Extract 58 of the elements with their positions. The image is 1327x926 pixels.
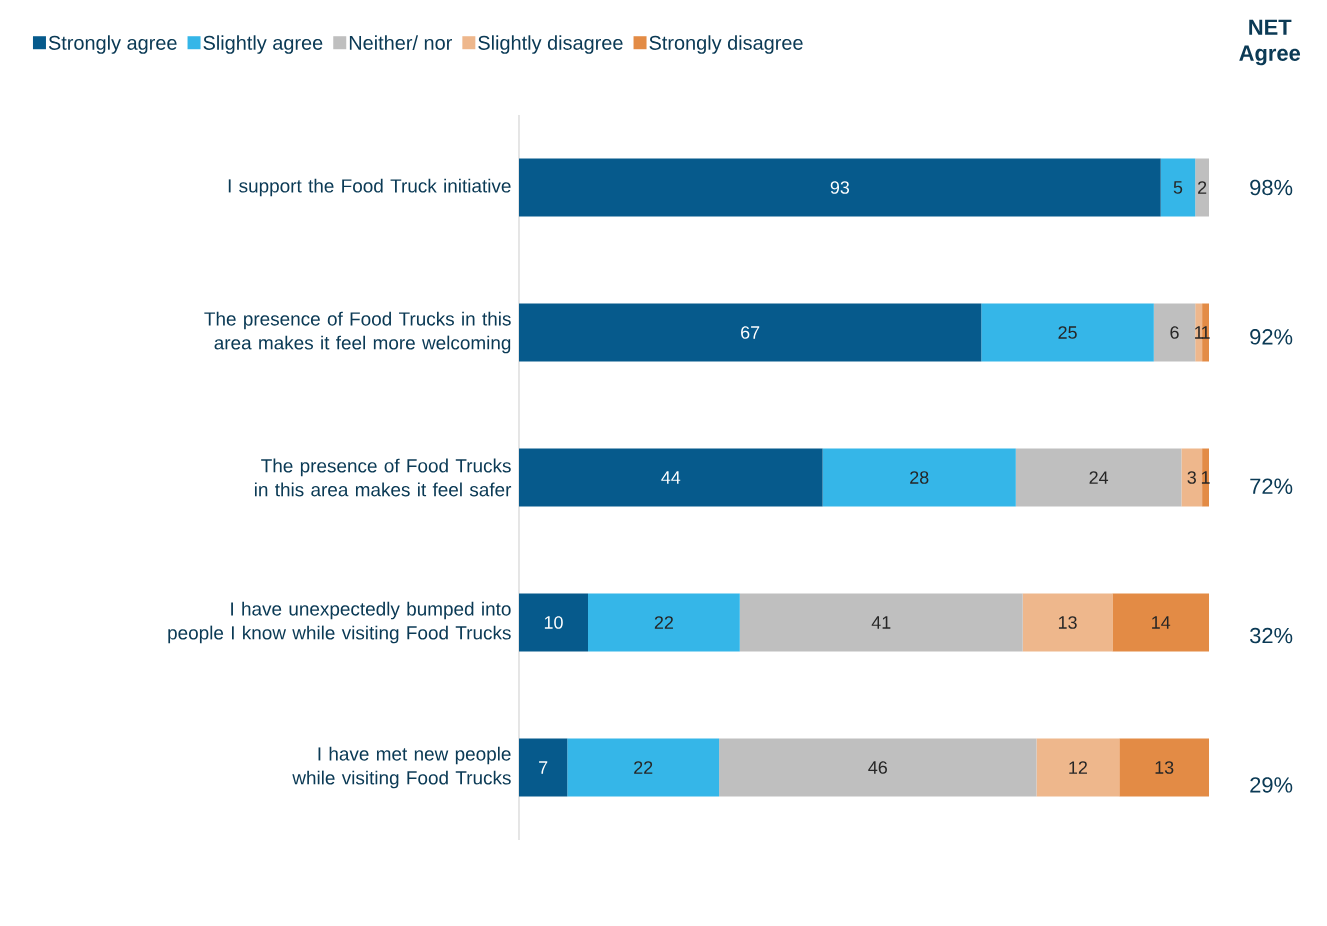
legend-label: Slightly disagree	[478, 35, 623, 54]
bar	[739, 593, 1023, 652]
bar	[1195, 158, 1210, 217]
data-label: 28	[910, 471, 929, 484]
legend-label: Slightly agree	[203, 35, 323, 54]
bar	[1119, 738, 1210, 797]
bar	[1112, 593, 1210, 652]
data-label: 24	[1089, 471, 1109, 484]
data-label: 25	[1058, 326, 1077, 339]
text: 98%	[1250, 179, 1293, 196]
text: 92%	[1250, 329, 1293, 345]
data-label: 13	[1155, 761, 1174, 774]
bar	[1195, 303, 1203, 362]
bar	[519, 303, 982, 362]
bar	[1022, 593, 1113, 652]
bar	[1036, 738, 1120, 797]
bar	[519, 448, 823, 507]
text: 72%	[1250, 478, 1293, 494]
bar	[1160, 158, 1196, 217]
y-tick-label: The presence of Food Trucks in this area makes it feel safer	[254, 458, 512, 497]
data-label: 10	[544, 616, 563, 629]
text: 32%	[1250, 627, 1293, 644]
bar	[519, 738, 568, 797]
y-tick-label: I have met new people while visiting Food Trucks	[292, 746, 511, 789]
data-label: 22	[634, 761, 653, 774]
data-label: 6	[1170, 326, 1179, 339]
data-label: 3	[1187, 471, 1196, 484]
data-label: 67	[741, 326, 760, 339]
data-label: 12	[1069, 761, 1087, 774]
bar	[519, 593, 588, 652]
data-label: 13	[1058, 616, 1077, 629]
data-label: 7	[539, 761, 548, 774]
legend-label: Strongly agree	[48, 35, 177, 54]
text: NET Agree	[1239, 19, 1301, 66]
data-label: 1	[1195, 326, 1203, 339]
data-label: 5	[1173, 181, 1183, 194]
y-tick-label: The presence of Food Trucks in this area makes it feel more welcoming	[204, 311, 511, 354]
y-tick-label: I support the Food Truck initiative	[228, 178, 511, 197]
y-tick-label: I have unexpectedly bumped into people I know while visiting Food Trucks	[168, 601, 511, 644]
data-label: 2	[1198, 181, 1207, 194]
data-label: 22	[654, 616, 673, 629]
bar	[519, 158, 1161, 217]
data-label: 93	[830, 181, 850, 194]
bar	[981, 303, 1154, 362]
data-label: 14	[1152, 616, 1171, 629]
bar	[567, 738, 720, 797]
bar	[719, 738, 1037, 797]
bar	[588, 593, 740, 652]
legend-label: Neither/ nor	[349, 35, 452, 50]
data-label: 44	[661, 471, 681, 484]
data-label: 46	[868, 761, 887, 774]
legend-label: Strongly disagree	[649, 35, 803, 54]
bar	[1015, 448, 1182, 507]
bar	[822, 448, 1016, 507]
data-label: 41	[871, 616, 891, 629]
bar	[1181, 448, 1203, 507]
bar	[1153, 303, 1196, 362]
text: 29%	[1250, 777, 1293, 793]
